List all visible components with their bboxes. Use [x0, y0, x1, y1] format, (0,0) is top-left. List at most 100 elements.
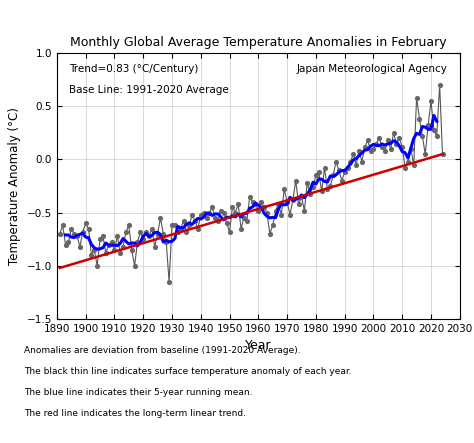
Point [419, 132, 426, 140]
Point [165, 278, 173, 285]
Point [272, 207, 279, 214]
Point [329, 172, 337, 179]
Point [266, 230, 273, 237]
Point [240, 214, 248, 222]
Point [194, 225, 202, 232]
Point [148, 225, 155, 232]
Point [392, 140, 400, 147]
Point [390, 129, 397, 136]
Point [91, 246, 98, 253]
Point [257, 198, 265, 206]
Point [197, 211, 205, 218]
Point [399, 143, 406, 150]
Point [105, 241, 112, 248]
Point [70, 230, 78, 237]
Point [410, 161, 418, 168]
Point [292, 177, 300, 184]
Point [119, 243, 127, 250]
Point [171, 222, 179, 229]
Point [289, 196, 297, 203]
Point [62, 241, 69, 248]
Point [56, 230, 64, 237]
Point [346, 158, 354, 165]
Point [93, 262, 101, 269]
Point [131, 262, 138, 269]
Point [356, 148, 363, 155]
Point [439, 151, 447, 158]
Point [381, 148, 389, 155]
Point [295, 201, 302, 208]
Point [327, 183, 334, 190]
Point [188, 211, 196, 218]
Point [177, 225, 184, 232]
Point [217, 207, 225, 214]
Point [424, 122, 432, 129]
Point [85, 225, 92, 232]
Point [375, 135, 383, 142]
Point [76, 243, 84, 250]
Text: Japan Meteorological Agency: Japan Meteorological Agency [297, 64, 447, 74]
Point [117, 249, 124, 256]
Point [67, 225, 75, 232]
Point [163, 239, 170, 246]
Point [73, 233, 81, 240]
Point [114, 233, 121, 240]
Text: Base Line: 1991-2020 Average: Base Line: 1991-2020 Average [69, 85, 229, 95]
Point [206, 209, 213, 216]
Point [137, 228, 144, 235]
Point [125, 222, 133, 229]
Point [421, 151, 429, 158]
Point [139, 236, 147, 243]
Point [185, 222, 193, 229]
Point [174, 228, 182, 235]
Text: Anomalies are deviation from baseline (1991-2020 Average).: Anomalies are deviation from baseline (1… [24, 346, 301, 354]
Point [384, 137, 392, 144]
Point [223, 220, 230, 227]
Point [168, 222, 176, 229]
Point [108, 239, 115, 246]
Point [200, 209, 208, 216]
Point [332, 158, 340, 165]
Point [430, 126, 438, 133]
Y-axis label: Temperature Anomaly (°C): Temperature Anomaly (°C) [8, 107, 21, 265]
Point [252, 201, 259, 208]
Point [303, 179, 311, 187]
Point [407, 145, 415, 152]
Point [134, 239, 141, 246]
Point [301, 207, 308, 214]
Point [335, 167, 343, 174]
Point [358, 158, 366, 165]
Point [128, 246, 136, 253]
Point [182, 228, 190, 235]
Point [211, 214, 219, 222]
Text: The blue line indicates their 5-year running mean.: The blue line indicates their 5-year run… [24, 388, 252, 397]
Point [154, 230, 162, 237]
Point [309, 183, 317, 190]
Point [338, 177, 346, 184]
Point [275, 201, 283, 208]
Point [344, 164, 351, 171]
Point [142, 228, 150, 235]
Point [396, 135, 403, 142]
Point [321, 164, 328, 171]
Point [88, 252, 95, 259]
Point [436, 82, 444, 89]
Point [361, 143, 369, 150]
Point [349, 151, 357, 158]
Point [145, 233, 153, 240]
Point [79, 228, 87, 235]
Point [220, 209, 228, 216]
Point [249, 198, 256, 206]
X-axis label: Year: Year [245, 339, 272, 352]
Point [96, 236, 104, 243]
Point [180, 218, 187, 225]
Point [427, 97, 435, 105]
Point [203, 214, 210, 222]
Point [82, 220, 90, 227]
Point [237, 225, 245, 232]
Point [341, 169, 348, 176]
Point [416, 116, 423, 123]
Point [404, 158, 412, 165]
Point [255, 207, 262, 214]
Point [413, 94, 420, 101]
